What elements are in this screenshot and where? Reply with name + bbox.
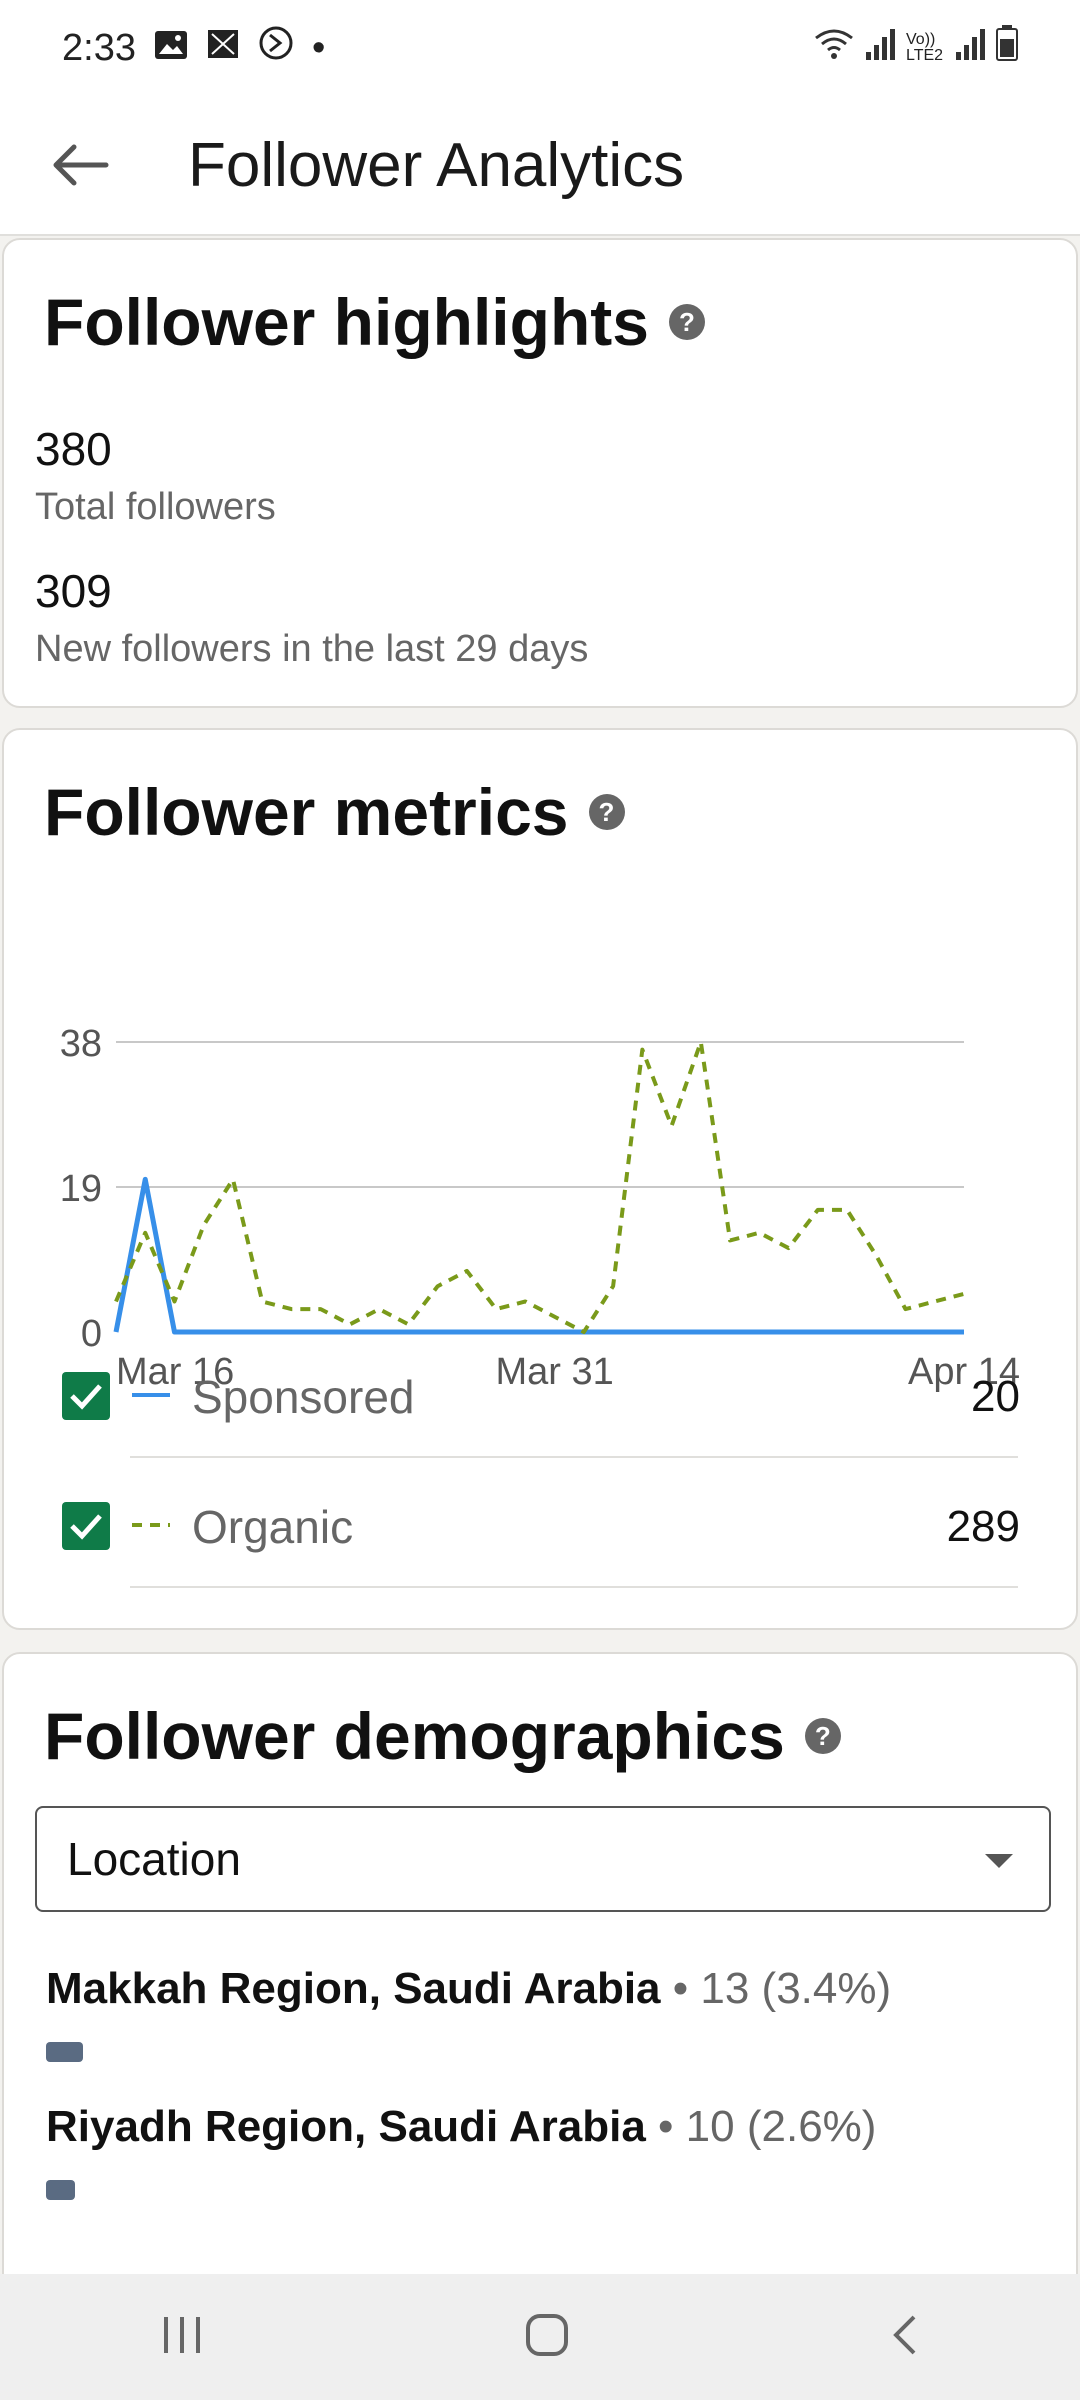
status-bar: 2:33 • Vo)) LTE2 (0, 0, 1080, 96)
recent-apps-icon (164, 2316, 201, 2353)
y-tick-label: 38 (60, 1023, 102, 1065)
status-right: Vo)) LTE2 (812, 25, 1018, 71)
sponsored-label: Sponsored (192, 1371, 415, 1423)
series-line-sponsored (113, 1176, 964, 1335)
location-name: Makkah Region, Saudi Arabia (46, 1964, 661, 2013)
caret-down-icon (985, 1854, 1013, 1868)
signal-icon (866, 27, 896, 70)
sponsored-value: 20 (971, 1372, 1020, 1421)
back-button[interactable] (30, 115, 130, 215)
home-button[interactable] (525, 2313, 569, 2362)
series-line-organic (114, 1040, 965, 1334)
total-followers-value: 380 (35, 423, 112, 475)
dropdown-value: Location (67, 1833, 241, 1885)
media-icon (206, 27, 240, 70)
total-followers-label: Total followers (35, 486, 276, 528)
battery-icon (996, 25, 1018, 71)
timer-icon (258, 25, 294, 71)
system-back-button[interactable] (890, 2313, 920, 2362)
demographics-heading: Follower demographics ? (44, 1698, 841, 1774)
notification-dot: • (311, 26, 326, 69)
chevron-left-icon (892, 2315, 916, 2354)
legend-row-sponsored[interactable]: Sponsored 20 (4, 1330, 1080, 1460)
location-name: Riyadh Region, Saudi Arabia (46, 2102, 646, 2151)
recent-apps-button[interactable] (160, 2315, 204, 2360)
app-bar: Follower Analytics (0, 96, 1080, 236)
x-tick-label: Apr 14 (908, 1351, 1020, 1393)
gallery-icon (154, 27, 188, 70)
status-time: 2:33 (62, 26, 136, 69)
home-icon (525, 2313, 568, 2356)
location-meta: • 10 (2.6%) (658, 2102, 877, 2151)
sponsored-checkbox[interactable] (62, 1372, 110, 1420)
highlights-card: Follower highlights ? 380 Total follower… (2, 238, 1078, 708)
demographics-title: Follower demographics (44, 1699, 785, 1773)
metrics-title: Follower metrics (44, 775, 569, 849)
location-bar (46, 2180, 75, 2200)
lte-label: Vo)) LTE2 (906, 31, 944, 64)
list-item: Makkah Region, Saudi Arabia • 13 (3.4%) (46, 1964, 891, 2014)
new-followers-value: 309 (35, 565, 112, 617)
highlights-heading: Follower highlights ? (44, 284, 705, 360)
checkmark-icon (70, 1514, 102, 1540)
y-tick-label: 0 (81, 1313, 102, 1355)
y-tick-label: 19 (60, 1168, 102, 1210)
legend-row-organic[interactable]: Organic 289 (4, 1460, 1080, 1590)
organic-legend-line-icon (132, 1523, 170, 1527)
list-item: Riyadh Region, Saudi Arabia • 10 (2.6%) (46, 2102, 876, 2152)
system-nav-bar (0, 2274, 1080, 2400)
new-followers-label: New followers in the last 29 days (35, 628, 589, 670)
organic-checkbox[interactable] (62, 1502, 110, 1550)
organic-value: 289 (946, 1502, 1020, 1551)
demographics-card: Follower demographics ? Location Makkah … (2, 1652, 1078, 2292)
x-tick-label: Mar 31 (495, 1351, 613, 1393)
location-bar (46, 2042, 83, 2062)
sponsored-legend-line-icon (132, 1393, 170, 1397)
demographics-dropdown[interactable]: Location (35, 1806, 1051, 1912)
wifi-icon (812, 26, 856, 70)
checkmark-icon (70, 1384, 102, 1410)
page-title: Follower Analytics (188, 130, 685, 200)
highlights-title: Follower highlights (44, 285, 649, 359)
help-icon[interactable]: ? (588, 794, 625, 830)
signal-icon-2 (956, 27, 986, 70)
organic-label: Organic (192, 1501, 354, 1553)
legend-divider (130, 1456, 1018, 1458)
legend-divider (130, 1586, 1018, 1588)
help-icon[interactable]: ? (668, 304, 705, 340)
metrics-card: Follower metrics ? 0 19 38 Mar 16 Mar 31 Apr … (2, 728, 1078, 1630)
arrow-left-icon (53, 144, 109, 186)
help-icon[interactable]: ? (804, 1718, 841, 1754)
status-left: 2:33 • (62, 25, 325, 71)
follower-metrics-chart: 0 19 38 Mar 16 Mar 31 Apr 14 (60, 1023, 1020, 1393)
metrics-heading: Follower metrics ? (44, 774, 625, 850)
location-meta: • 13 (3.4%) (672, 1964, 892, 2013)
x-tick-label: Mar 16 (116, 1351, 234, 1393)
